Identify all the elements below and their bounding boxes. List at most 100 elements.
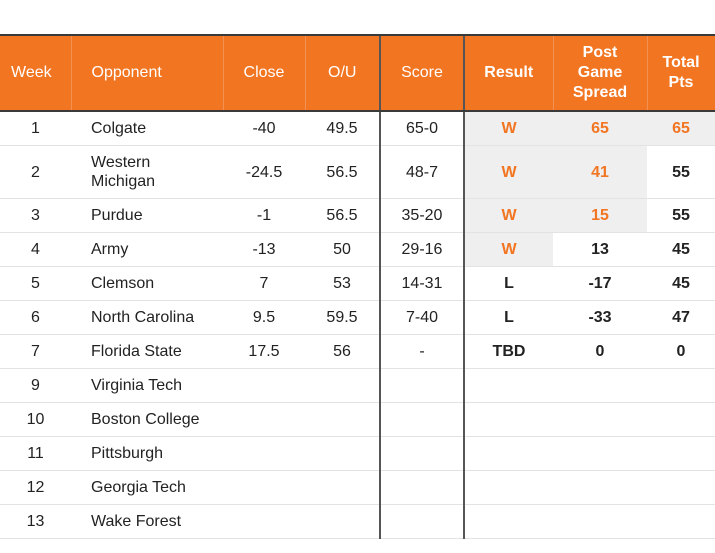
table-row: 7 Florida State 17.5 56 - TBD 0 0	[0, 334, 715, 369]
result-cell	[463, 470, 553, 505]
close-cell	[223, 436, 305, 471]
spread-cell: 65	[553, 111, 647, 146]
table-row: 12 Georgia Tech	[0, 470, 715, 505]
spread-cell	[553, 368, 647, 403]
ou-cell	[305, 470, 380, 505]
table-row: 1 Colgate -40 49.5 65-0 W 65 65	[0, 111, 715, 146]
opponent-cell: North Carolina	[71, 300, 223, 335]
ou-cell: 53	[305, 266, 380, 301]
table-row: 13 Wake Forest	[0, 504, 715, 539]
ou-cell: 56.5	[305, 198, 380, 233]
opponent-cell: Florida State	[71, 334, 223, 369]
result-cell: L	[463, 300, 553, 335]
spread-cell	[553, 504, 647, 539]
result-cell	[463, 436, 553, 471]
opponent-cell: Wake Forest	[71, 504, 223, 539]
score-cell	[379, 504, 464, 539]
opponent-cell: Boston College	[71, 402, 223, 437]
opponent-cell: Army	[71, 232, 223, 267]
header-spread-line1: Post	[582, 44, 618, 61]
close-cell: -24.5	[223, 145, 305, 199]
header-total-line1: Total	[662, 54, 700, 71]
week-cell: 5	[0, 266, 71, 301]
spread-cell	[553, 402, 647, 437]
result-cell: L	[463, 266, 553, 301]
header-total-pts: Total Pts	[647, 34, 715, 112]
spread-cell: 41	[553, 145, 647, 199]
result-cell: TBD	[463, 334, 553, 369]
week-cell: 4	[0, 232, 71, 267]
total-cell: 55	[647, 198, 715, 233]
close-cell: 17.5	[223, 334, 305, 369]
table-row: 4 Army -13 50 29-16 W 13 45	[0, 232, 715, 267]
header-total-line2: Pts	[668, 74, 694, 91]
score-cell: 29-16	[379, 232, 464, 267]
opponent-line2: Michigan	[91, 173, 156, 190]
score-cell	[379, 470, 464, 505]
table-row: 2 Western Michigan -24.5 56.5 48-7 W 41 …	[0, 145, 715, 199]
header-close: Close	[223, 34, 306, 112]
ou-cell	[305, 436, 380, 471]
header-opponent: Opponent	[71, 34, 224, 112]
close-cell: -13	[223, 232, 305, 267]
total-cell	[647, 402, 715, 437]
total-cell	[647, 436, 715, 471]
close-cell: -1	[223, 198, 305, 233]
result-cell	[463, 368, 553, 403]
close-cell	[223, 470, 305, 505]
result-cell	[463, 504, 553, 539]
table-row: 6 North Carolina 9.5 59.5 7-40 L -33 47	[0, 300, 715, 335]
score-cell: 35-20	[379, 198, 464, 233]
opponent-cell: Western Michigan	[71, 145, 223, 199]
week-cell: 9	[0, 368, 71, 403]
score-cell: 48-7	[379, 145, 464, 199]
spread-cell: 15	[553, 198, 647, 233]
spread-cell	[553, 470, 647, 505]
ou-cell	[305, 368, 380, 403]
result-cell: W	[463, 145, 553, 199]
header-spread-line2: Game	[577, 64, 623, 81]
table-row: 10 Boston College	[0, 402, 715, 437]
spread-cell: 0	[553, 334, 647, 369]
week-cell: 13	[0, 504, 71, 539]
ou-cell: 49.5	[305, 111, 380, 146]
score-cell: 65-0	[379, 111, 464, 146]
total-cell	[647, 470, 715, 505]
week-cell: 12	[0, 470, 71, 505]
result-cell: W	[463, 232, 553, 267]
week-cell: 2	[0, 145, 71, 199]
table-row: 3 Purdue -1 56.5 35-20 W 15 55	[0, 198, 715, 233]
total-cell: 0	[647, 334, 715, 369]
week-cell: 3	[0, 198, 71, 233]
total-cell: 65	[647, 111, 715, 146]
ou-cell: 50	[305, 232, 380, 267]
header-result: Result	[463, 34, 554, 112]
close-cell	[223, 368, 305, 403]
opponent-cell: Pittsburgh	[71, 436, 223, 471]
spread-cell	[553, 436, 647, 471]
opponent-line1: Western	[91, 154, 151, 171]
result-cell	[463, 402, 553, 437]
close-cell	[223, 504, 305, 539]
header-post-game-spread: Post Game Spread	[553, 34, 648, 112]
total-cell	[647, 368, 715, 403]
result-cell: W	[463, 198, 553, 233]
week-cell: 11	[0, 436, 71, 471]
ou-cell: 56.5	[305, 145, 380, 199]
week-cell: 10	[0, 402, 71, 437]
close-cell: 7	[223, 266, 305, 301]
total-cell	[647, 504, 715, 539]
opponent-cell: Georgia Tech	[71, 470, 223, 505]
spread-cell: -17	[553, 266, 647, 301]
ou-cell: 59.5	[305, 300, 380, 335]
header-row: Week Opponent Close O/U Score Result Pos…	[0, 34, 715, 112]
header-spread-line3: Spread	[572, 84, 628, 101]
opponent-cell: Clemson	[71, 266, 223, 301]
total-cell: 45	[647, 232, 715, 267]
score-cell: -	[379, 334, 464, 369]
close-cell	[223, 402, 305, 437]
header-week: Week	[0, 34, 72, 112]
score-cell: 14-31	[379, 266, 464, 301]
result-cell: W	[463, 111, 553, 146]
